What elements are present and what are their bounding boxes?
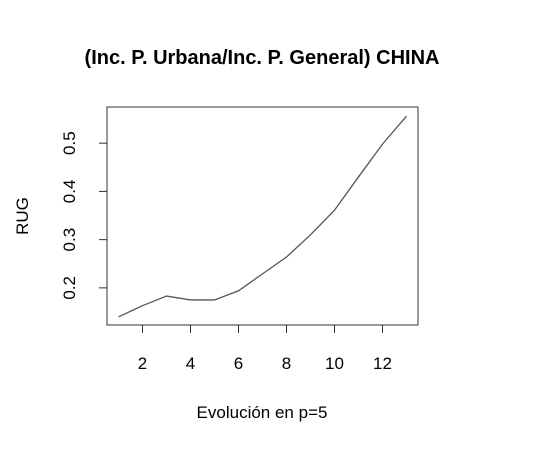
y-tick-label: 0.5	[60, 131, 79, 155]
x-tick-label: 8	[282, 354, 291, 373]
plot-box	[106, 106, 419, 326]
x-tick-label: 4	[186, 354, 195, 373]
y-tick-label: 0.3	[60, 228, 79, 252]
x-tick-label: 2	[138, 354, 147, 373]
y-tick-label: 0.2	[60, 276, 79, 300]
x-tick-label: 6	[234, 354, 243, 373]
y-tick-label: 0.4	[60, 180, 79, 204]
x-tick-label: 12	[373, 354, 392, 373]
x-tick-label: 10	[325, 354, 344, 373]
y-axis-label: RUG	[13, 197, 32, 235]
chart-title: (Inc. P. Urbana/Inc. P. General) CHINA	[85, 47, 440, 69]
data-line	[118, 115, 407, 318]
x-axis-label: Evolución en p=5	[197, 403, 328, 422]
